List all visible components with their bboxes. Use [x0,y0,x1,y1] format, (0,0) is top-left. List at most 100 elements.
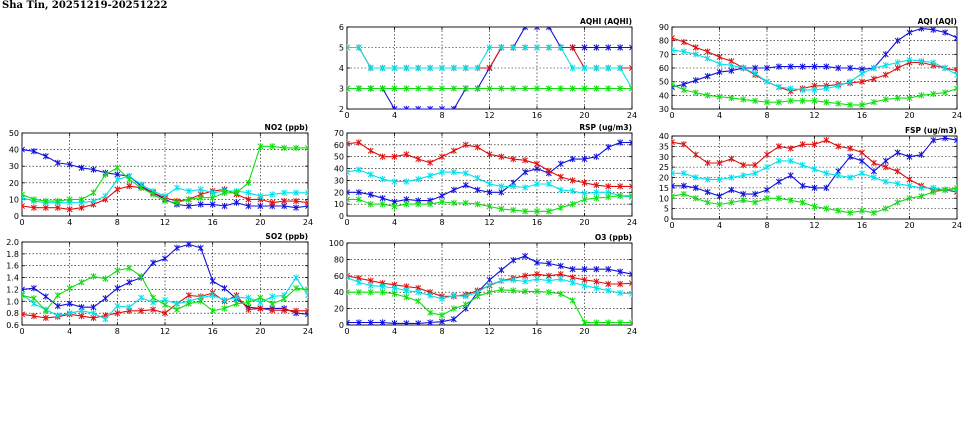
data-point [415,105,422,109]
data-point [692,44,699,51]
data-point [629,139,632,146]
y-tick-label: 1.0 [6,297,19,306]
data-point [510,44,517,51]
data-point [138,184,145,191]
data-point [894,37,901,44]
data-point [474,144,481,151]
data-point [233,300,240,307]
x-tick-label: 16 [532,218,542,227]
series-red [672,136,957,196]
y-tick-label: 20 [659,174,669,183]
data-point [162,301,168,309]
data-point [728,174,735,181]
data-point [534,180,540,188]
data-point [197,186,204,193]
data-point [752,97,759,104]
data-point [427,309,434,316]
data-point [293,274,300,281]
data-point [245,179,252,186]
data-point [185,187,192,195]
data-point [569,177,576,184]
data-point [439,153,445,160]
data-point [209,194,216,201]
data-point [42,307,49,314]
data-point [569,85,576,92]
data-point [787,63,794,70]
data-point [102,171,109,178]
data-point [823,205,830,212]
data-point [450,316,457,323]
y-tick-label: 40 [334,165,344,174]
data-point [918,57,925,65]
data-point [557,290,564,298]
data-point [870,209,877,216]
data-point [510,85,517,92]
data-point [245,202,252,210]
data-point [764,78,770,85]
chart-title: RSP (ug/m3) [579,123,632,132]
data-point [728,199,735,206]
data-point [823,85,830,92]
data-point [522,208,529,215]
data-point [617,64,624,72]
data-point [605,44,612,51]
data-point [692,195,699,202]
data-point [752,199,759,206]
data-point [233,199,240,206]
data-point [379,153,386,160]
data-point [22,311,25,318]
data-point [522,27,529,31]
data-point [126,182,133,190]
data-point [954,34,957,42]
y-tick-label: 60 [659,64,669,73]
data-point [30,285,37,292]
data-point [716,93,723,100]
data-point [930,136,937,144]
data-point [593,181,600,189]
data-point [534,275,540,283]
data-point [764,186,770,194]
data-point [498,286,505,293]
y-tick-label: 3 [339,85,344,94]
y-tick-label: 100 [329,239,344,248]
x-tick-label: 16 [857,111,867,120]
data-point [680,182,687,189]
data-point [427,85,434,92]
y-tick-label: 40 [334,288,344,297]
data-point [450,199,457,207]
data-point [581,44,588,51]
data-point [906,195,913,202]
data-point [54,292,61,299]
data-point [257,305,264,312]
x-tick-label: 12 [484,327,494,336]
data-point [391,178,398,185]
x-tick-label: 8 [764,221,769,230]
data-point [954,71,957,79]
data-point [859,149,865,156]
data-point [882,178,889,185]
data-point [859,78,865,85]
data-point [439,295,445,302]
data-point [498,44,505,51]
data-point [787,145,794,152]
x-tick-label: 24 [627,327,637,336]
data-point [605,144,612,151]
data-point [54,312,61,319]
data-point [954,184,957,192]
y-tick-label: 20 [334,305,344,314]
data-point [22,146,25,153]
data-point [30,295,37,302]
data-point [462,199,469,207]
y-tick-label: 25 [659,163,669,172]
data-point [30,196,37,203]
data-point [221,285,228,292]
data-point [882,71,889,79]
data-point [403,287,410,294]
data-point [704,159,711,167]
x-tick-label: 20 [904,111,914,120]
data-point [367,171,374,178]
data-point [450,64,457,72]
data-point [126,176,133,183]
y-tick-label: 70 [334,129,344,138]
data-point [367,64,374,72]
